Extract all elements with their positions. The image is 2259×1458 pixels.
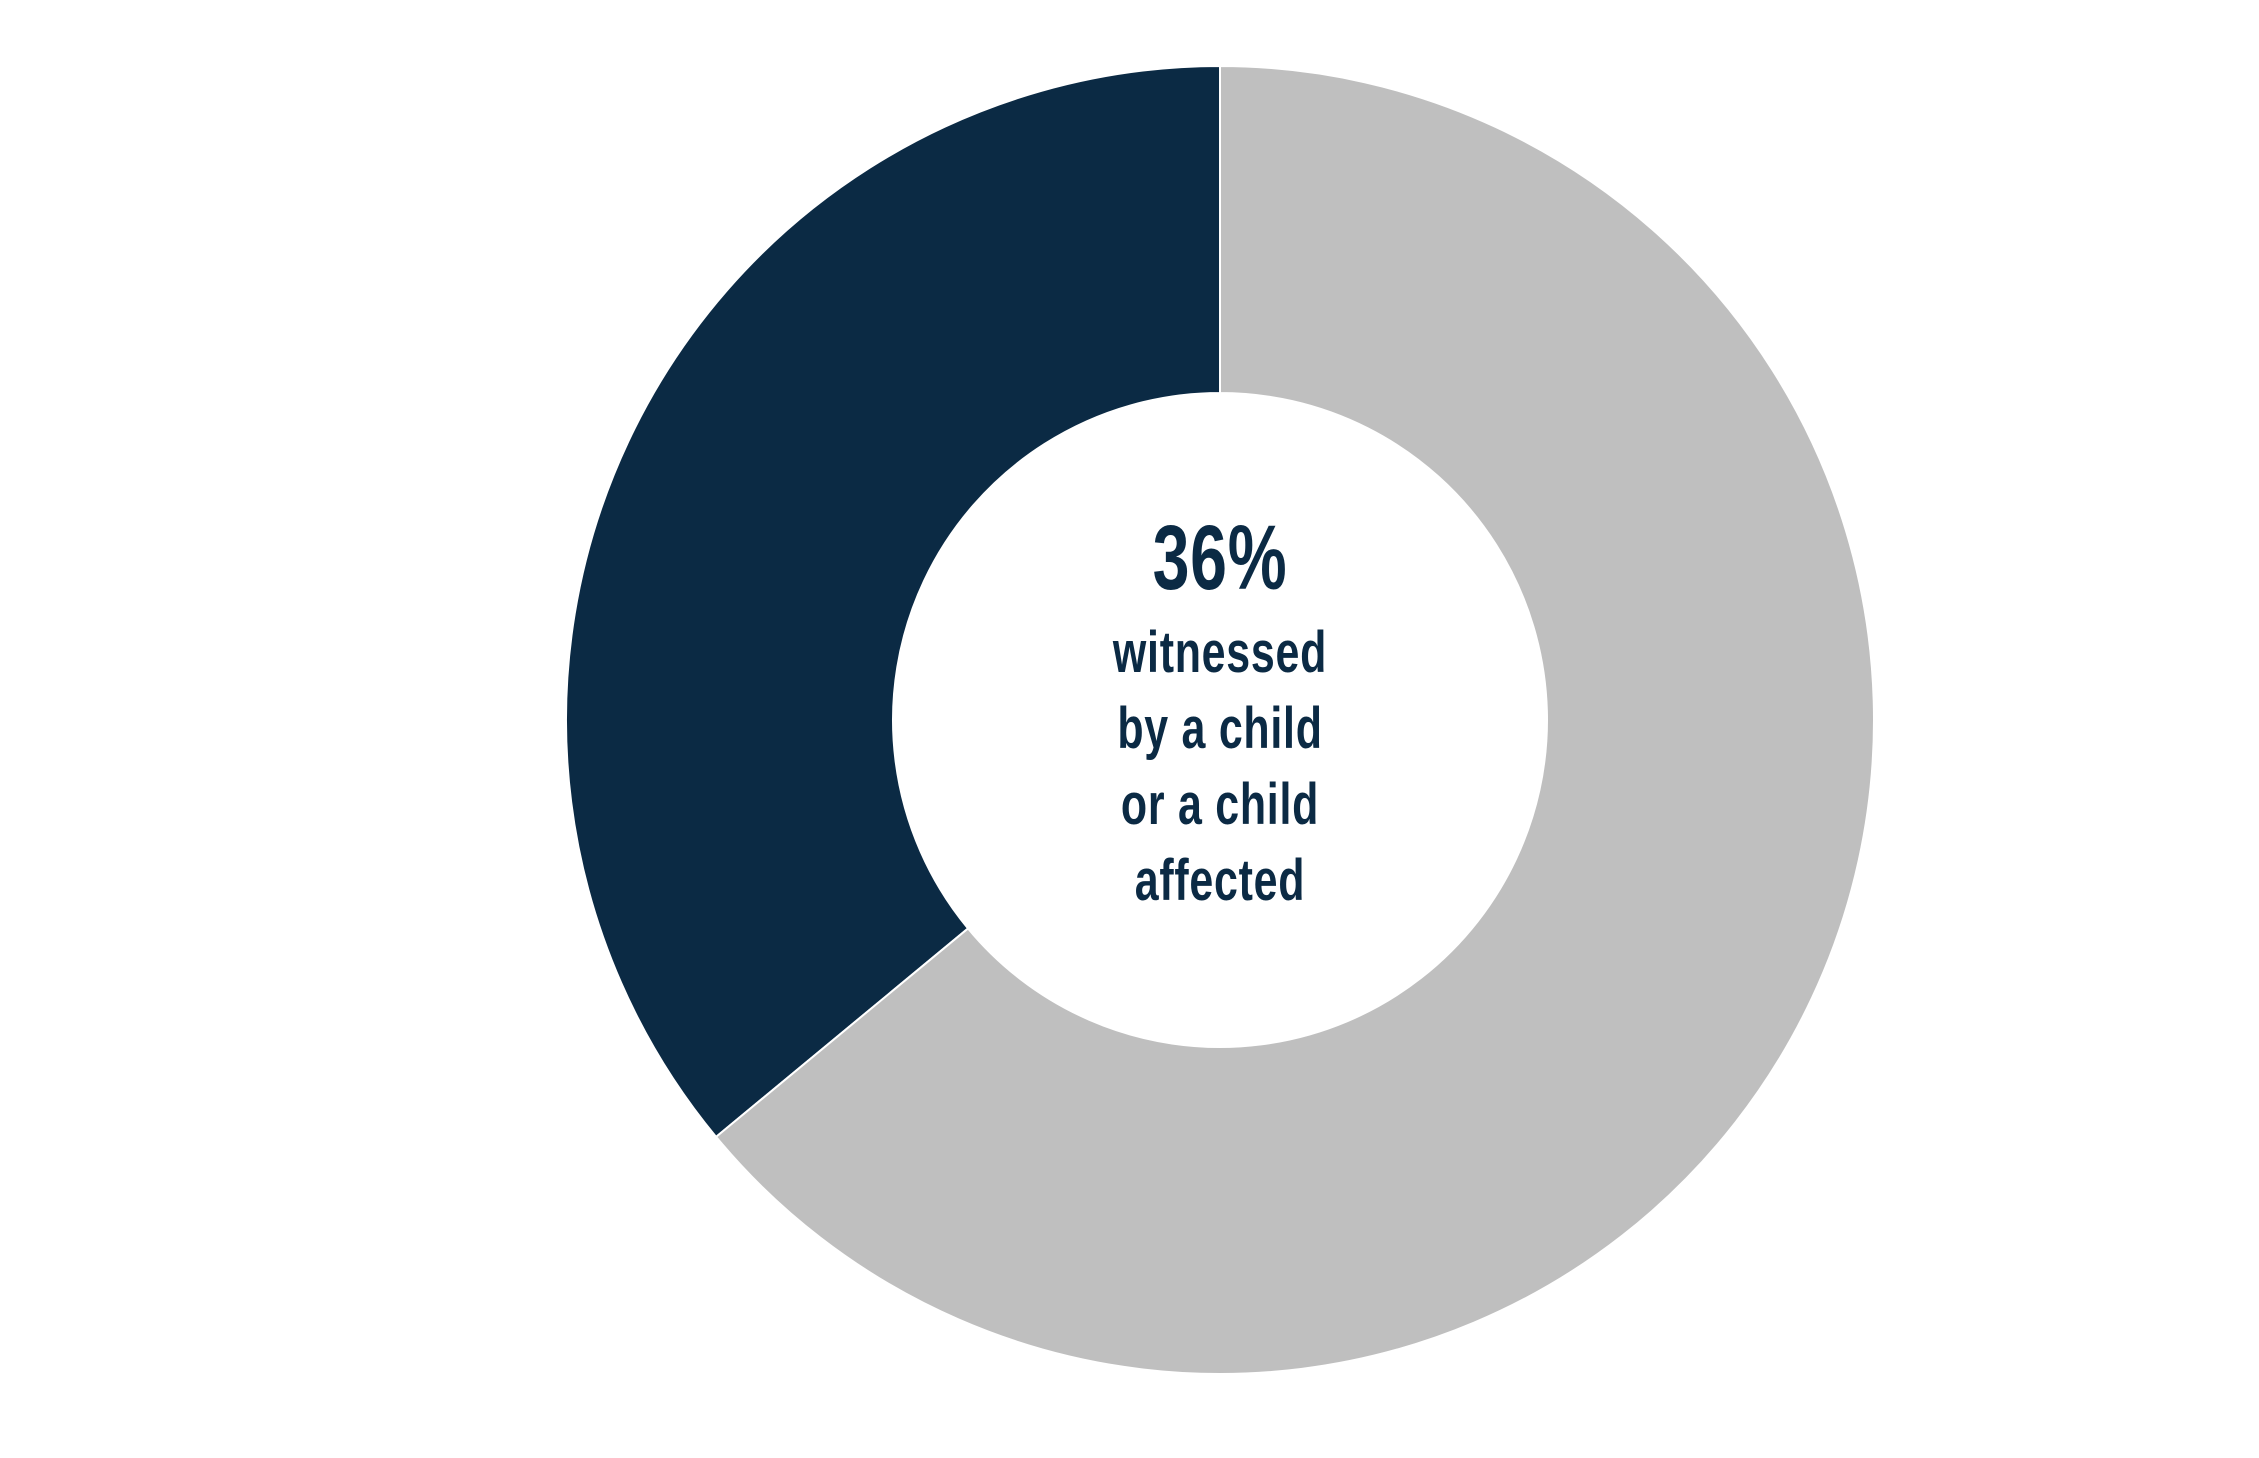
donut-slice-1 <box>714 64 1875 1375</box>
center-caption-label: witnessed by a child or a child affected <box>1112 620 1328 913</box>
center-value-label: 36% <box>1152 507 1288 609</box>
donut-slice-0 <box>565 64 1221 1139</box>
